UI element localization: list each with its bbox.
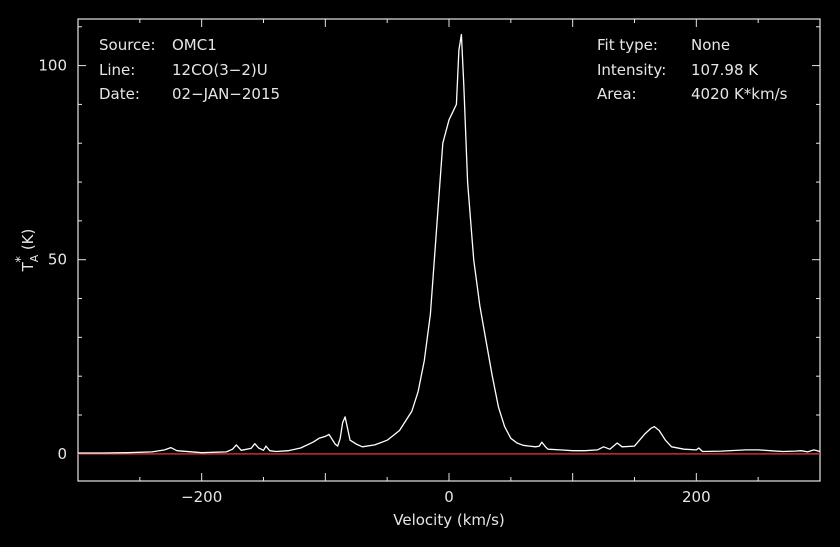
info-row-fit-type: Fit type: None <box>597 33 787 58</box>
spectrum-line <box>78 33 821 454</box>
intensity-key: Intensity: <box>597 60 667 79</box>
source-value: OMC1 <box>172 36 217 54</box>
info-row-intensity: Intensity: 107.98 K <box>597 58 787 83</box>
x-tick-label: 0 <box>444 488 454 506</box>
x-axis-label: Velocity (km/s) <box>393 511 504 529</box>
y-axis-label-sup: * <box>14 256 29 263</box>
area-key: Area: <box>597 85 637 103</box>
y-tick-label: 50 <box>48 251 67 269</box>
area-value: 4020 K*km/s <box>691 85 788 103</box>
x-tick-label: −200 <box>181 488 222 506</box>
line-value: 12CO(3−2)U <box>172 60 268 79</box>
info-row-area: Area: 4020 K*km/s <box>597 82 787 107</box>
info-row-date: Date: 02−JAN−2015 <box>99 82 280 107</box>
fit-type-value: None <box>691 36 731 54</box>
fit-type-key: Fit type: <box>597 36 658 54</box>
source-key: Source: <box>99 36 156 54</box>
axis-ticks <box>77 19 821 481</box>
tick-labels: −200 0 200 0 50 100 <box>38 57 710 506</box>
info-panel-right: Fit type: None Intensity: 107.98 K Area: 40… <box>597 33 787 107</box>
info-row-line: Line: 12CO(3−2)U <box>99 58 280 83</box>
y-tick-label: 100 <box>38 57 67 75</box>
intensity-value: 107.98 K <box>691 60 759 79</box>
info-panel-left: Source: OMC1 Line: 12CO(3−2)U Date: 02−JAN−… <box>99 33 280 107</box>
y-axis-label-main: T <box>19 261 37 272</box>
date-key: Date: <box>99 85 140 103</box>
line-key: Line: <box>99 60 136 79</box>
y-axis-label-unit: (K) <box>19 229 37 251</box>
y-axis-label: TA* (K) <box>14 229 41 273</box>
x-tick-label: 200 <box>682 488 711 506</box>
y-tick-label: 0 <box>57 445 67 463</box>
y-axis-label-sub: A <box>28 254 41 262</box>
info-row-source: Source: OMC1 <box>99 33 280 58</box>
date-value: 02−JAN−2015 <box>172 85 281 103</box>
